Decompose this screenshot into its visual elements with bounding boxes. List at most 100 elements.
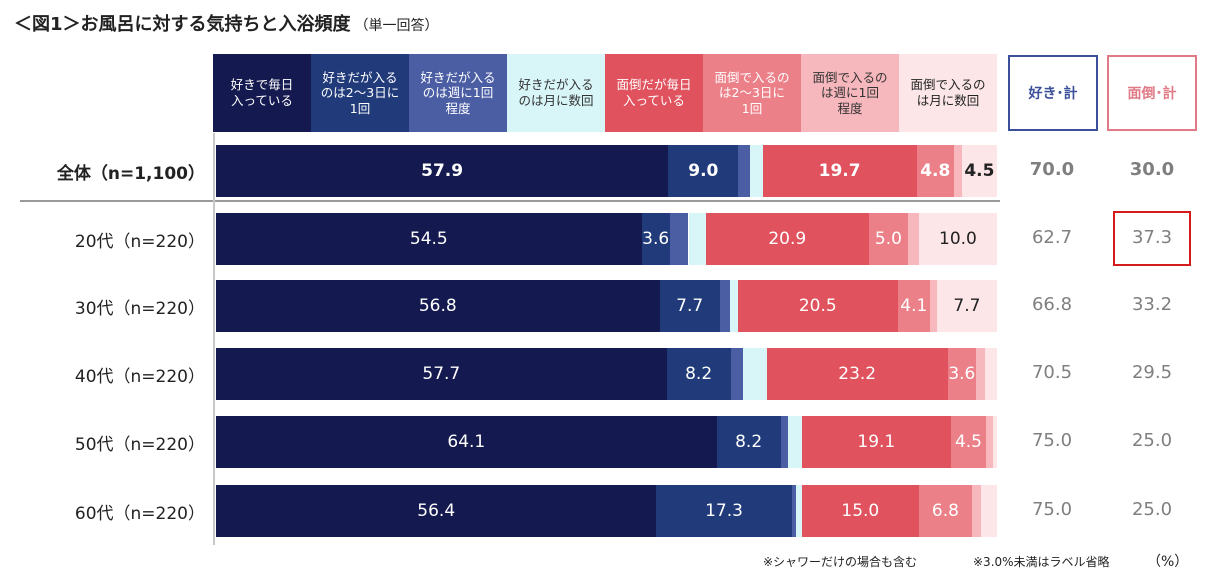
bar-segment xyxy=(972,485,981,537)
bar-segment xyxy=(216,280,660,332)
data-label: 8.2 xyxy=(735,432,763,452)
legend-header-1: 好きで毎日 入っている xyxy=(213,54,311,132)
bar-segment xyxy=(668,145,739,197)
data-label: 7.7 xyxy=(676,296,704,316)
data-label: 20.5 xyxy=(798,296,837,316)
data-label: 54.5 xyxy=(409,229,448,249)
bar-segment xyxy=(907,213,919,265)
data-label: 8.2 xyxy=(685,364,713,384)
like-total-value: 70.5 xyxy=(1031,362,1073,383)
data-label: 6.8 xyxy=(931,501,959,521)
bar-segment xyxy=(216,348,667,400)
bar-segment xyxy=(985,348,997,400)
like-total-value: 75.0 xyxy=(1031,430,1073,451)
bother-total-value: 37.3 xyxy=(1131,227,1173,248)
like-total-value: 70.0 xyxy=(1029,159,1075,180)
bar-segment xyxy=(766,348,948,400)
legend-header-5: 面倒だが毎日 入っている xyxy=(605,54,703,132)
bar-segment xyxy=(796,485,802,537)
row-label: 40代（n=220） xyxy=(74,367,205,387)
data-label: 4.1 xyxy=(900,296,928,316)
legend-header-7: 面倒で入るの は週に1回 程度 xyxy=(801,54,899,132)
bar-segment xyxy=(788,416,802,468)
like-total-value: 75.0 xyxy=(1031,499,1073,520)
bar-segment xyxy=(954,145,962,197)
title-subtitle: （単一回答） xyxy=(354,18,439,34)
bar-segment xyxy=(738,145,751,197)
bar-segment xyxy=(801,416,951,468)
data-label: 7.7 xyxy=(953,296,981,316)
bar-segment xyxy=(993,416,997,468)
row-label: 全体（n=1,100） xyxy=(56,164,205,184)
legend-header-8: 面倒で入るの は月に数回 xyxy=(899,54,997,132)
bar-segment xyxy=(980,485,997,537)
data-label: 9.0 xyxy=(688,161,719,181)
bar-segment xyxy=(216,213,642,265)
data-label: 19.1 xyxy=(857,432,896,452)
bar-segment xyxy=(801,485,919,537)
bother-total-value: 25.0 xyxy=(1131,499,1173,520)
bar-segment xyxy=(666,348,731,400)
bar-segment xyxy=(947,348,976,400)
bother-total-header-label: 面倒･計 xyxy=(1127,86,1177,102)
bar-segment xyxy=(897,280,930,332)
note-label-rule: ※3.0%未満はラベル省略 xyxy=(973,555,1110,569)
legend-header-4: 好きだが入る のは月に数回 xyxy=(507,54,605,132)
like-total-header-label: 好き･計 xyxy=(1028,86,1078,102)
data-label: 57.9 xyxy=(421,161,464,181)
bar-segment xyxy=(216,416,717,468)
bar-segment xyxy=(950,416,987,468)
bother-total-value: 33.2 xyxy=(1131,294,1173,315)
bother-total-value: 25.0 xyxy=(1131,430,1173,451)
data-label: 17.3 xyxy=(705,501,743,521)
bar-segment xyxy=(868,213,908,265)
highlight-box xyxy=(1113,211,1191,266)
bar-segment xyxy=(918,485,972,537)
bother-total-header: 面倒･計 xyxy=(1107,55,1197,131)
bar-segment xyxy=(656,485,792,537)
bar-segment xyxy=(986,416,994,468)
bar-segment xyxy=(936,280,997,332)
legend-header-6: 面倒で入るの は2～3日に 1回 xyxy=(703,54,801,132)
data-label: 3.6 xyxy=(642,229,670,249)
separator-line xyxy=(20,200,1000,202)
data-label: 57.7 xyxy=(422,364,461,384)
bar-segment xyxy=(929,280,937,332)
row-label: 50代（n=220） xyxy=(74,435,205,455)
note-shower: ※シャワーだけの場合も含む xyxy=(763,555,918,569)
bar-segment xyxy=(975,348,986,400)
data-label: 20.9 xyxy=(768,229,807,249)
data-label: 3.6 xyxy=(948,364,976,384)
note-unit: （%） xyxy=(1147,554,1189,570)
legend-header-2: 好きだが入る のは2～3日に 1回 xyxy=(311,54,409,132)
data-label: 56.8 xyxy=(418,296,457,316)
axis-line xyxy=(213,133,215,545)
bar-segment xyxy=(659,280,720,332)
bar-segment xyxy=(961,145,997,197)
bar-segment xyxy=(737,280,898,332)
bar-segment xyxy=(705,213,869,265)
bother-total-value: 30.0 xyxy=(1129,159,1175,180)
data-label: 56.4 xyxy=(417,501,456,521)
row-label: 30代（n=220） xyxy=(74,299,205,319)
row-label: 20代（n=220） xyxy=(74,232,205,252)
bar-segment xyxy=(216,485,657,537)
bar-segment xyxy=(216,145,669,197)
bother-total-value: 29.5 xyxy=(1131,362,1173,383)
data-label: 64.1 xyxy=(447,432,486,452)
data-label: 10.0 xyxy=(939,229,977,249)
data-label: 4.5 xyxy=(964,161,995,181)
bar-segment xyxy=(641,213,670,265)
bar-segment xyxy=(762,145,917,197)
bar-segment xyxy=(688,213,706,265)
bar-segment xyxy=(719,280,730,332)
like-total-value: 66.8 xyxy=(1031,294,1073,315)
data-label: 15.0 xyxy=(841,501,880,521)
bar-segment xyxy=(780,416,789,468)
like-total-value: 62.7 xyxy=(1031,227,1073,248)
bar-segment xyxy=(916,145,955,197)
data-label: 5.0 xyxy=(874,229,902,249)
bar-segment xyxy=(918,213,997,265)
bar-segment xyxy=(743,348,767,400)
bar-segment xyxy=(669,213,689,265)
